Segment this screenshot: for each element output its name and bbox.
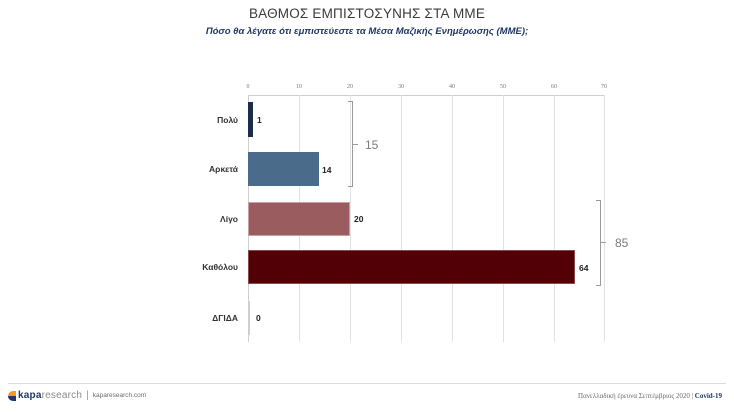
bar-ligo	[248, 202, 350, 236]
logo-separator: |	[86, 390, 89, 401]
bracket-distrust-tick	[601, 242, 606, 243]
x-tick-label: 50	[500, 84, 506, 90]
chart-subtitle: Πόσο θα λέγατε ότι εμπιστεύεστε τα Μέσα …	[205, 26, 529, 37]
x-tick-label: 30	[398, 84, 404, 90]
value-label-ligo: 20	[354, 214, 364, 224]
footer-divider	[8, 383, 726, 384]
footer-tag: Covid-19	[694, 392, 722, 400]
category-label-ligo: Λίγο	[220, 214, 238, 224]
x-tick-label: 70	[601, 84, 607, 90]
footer-survey-separator: |	[689, 392, 695, 400]
category-label-dgda: ΔΓΙΔΑ	[212, 313, 238, 323]
x-axis-line	[248, 95, 605, 96]
chart-title: ΒΑΘΜΟΣ ΕΜΠΙΣΤΟΣΥΝΗΣ ΣΤΑ ΜΜΕ	[248, 6, 486, 21]
bracket-trust-tick	[353, 144, 358, 145]
gridline	[604, 95, 605, 342]
x-tick-label: 60	[551, 84, 557, 90]
bracket-distrust-label: 85	[615, 236, 629, 250]
category-label-arketa: Αρκετά	[209, 164, 238, 174]
footer-survey-text: Πανελλαδική έρευνα Σεπτέμβριος 2020	[578, 392, 690, 400]
gridline	[401, 95, 402, 342]
gridline	[350, 95, 351, 342]
logo-mark-icon	[8, 390, 16, 401]
gridline	[503, 95, 504, 342]
x-tick-label: 40	[449, 84, 455, 90]
value-label-dgda: 0	[256, 313, 261, 323]
footer-url: kaparesearch.com	[92, 392, 147, 399]
x-tick-label: 0	[246, 84, 250, 90]
value-label-arketa: 14	[322, 165, 332, 175]
x-tick-label: 20	[347, 84, 353, 90]
bar-katholou	[248, 250, 575, 284]
category-label-poly: Πολύ	[217, 115, 238, 125]
category-label-katholou: Καθόλου	[202, 262, 238, 272]
gridline	[554, 95, 555, 342]
logo-research-text: research	[41, 390, 83, 401]
bar-arketa	[248, 152, 319, 186]
bar-poly	[248, 102, 253, 137]
x-tick-label: 10	[296, 84, 302, 90]
value-label-katholou: 64	[579, 263, 589, 273]
bar-dgda	[248, 301, 250, 335]
bracket-trust	[348, 101, 353, 187]
bracket-trust-label: 15	[365, 138, 379, 152]
gridline	[452, 95, 453, 342]
value-label-poly: 1	[257, 115, 262, 125]
kapa-research-logo: kapa research | kaparesearch.com	[8, 390, 146, 401]
footer-survey-info: Πανελλαδική έρευνα Σεπτέμβριος 2020 | Co…	[578, 392, 722, 400]
bracket-distrust	[596, 200, 601, 286]
logo-kapa-text: kapa	[18, 390, 42, 401]
